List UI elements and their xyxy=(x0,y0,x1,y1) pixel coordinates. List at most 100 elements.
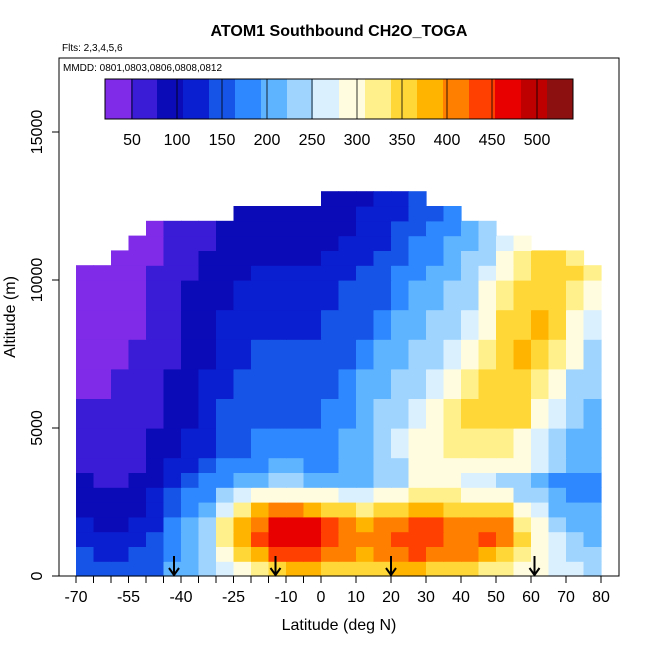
heatmap-cell xyxy=(461,220,480,237)
heatmap-cell xyxy=(531,428,550,459)
heatmap-cell xyxy=(198,531,217,547)
heatmap-cell xyxy=(251,339,270,370)
heatmap-cell xyxy=(391,398,410,429)
heatmap-cell xyxy=(216,561,235,577)
heatmap-cell xyxy=(268,531,287,547)
heatmap-cell xyxy=(391,531,410,547)
heatmap-cell xyxy=(198,428,217,459)
heatmap-cell xyxy=(443,502,462,518)
heatmap-cell xyxy=(391,472,410,488)
heatmap-cell xyxy=(286,531,305,547)
x-tick-label: 0 xyxy=(317,589,326,606)
heatmap-cell xyxy=(338,206,357,222)
heatmap-cell xyxy=(93,457,112,473)
heatmap-cell xyxy=(461,516,480,533)
heatmap-cell xyxy=(286,265,305,281)
heatmap-cell xyxy=(233,398,252,429)
heatmap-cell xyxy=(461,457,480,473)
heatmap-cell xyxy=(566,250,585,266)
heatmap-cell xyxy=(443,398,462,429)
colorbar-tick-label: 350 xyxy=(389,132,416,149)
heatmap-cell xyxy=(303,428,322,459)
heatmap-cell xyxy=(233,235,252,251)
colorbar-tick-label: 50 xyxy=(123,132,141,149)
heatmap-cell xyxy=(146,235,165,251)
heatmap-cell xyxy=(233,250,252,266)
heatmap-cell xyxy=(496,235,515,251)
heatmap-cell xyxy=(111,309,130,340)
heatmap-cell xyxy=(251,516,270,533)
heatmap-cell xyxy=(461,339,480,370)
heatmap-cell xyxy=(478,398,497,429)
flight-marker-arrow xyxy=(269,556,282,577)
heatmap-cell xyxy=(583,472,602,488)
y-tick-label: 5000 xyxy=(29,410,46,446)
colorbar-tick-label: 100 xyxy=(164,132,191,149)
heatmap-cell xyxy=(146,516,165,533)
heatmap-cell xyxy=(566,472,585,488)
heatmap-cell xyxy=(548,280,567,311)
heatmap-cell xyxy=(163,531,182,547)
heatmap-cell xyxy=(76,398,95,429)
heatmap-cell xyxy=(198,502,217,518)
heatmap-cell xyxy=(373,339,392,370)
heatmap-cell xyxy=(286,457,305,473)
heatmap-cell xyxy=(408,516,427,533)
heatmap-cell xyxy=(146,339,165,370)
heatmap-cell xyxy=(496,516,515,533)
heatmap-cell xyxy=(583,339,602,370)
heatmap-cell xyxy=(93,309,112,340)
heatmap-cell xyxy=(548,309,567,340)
colorbar xyxy=(104,78,574,120)
heatmap-cell xyxy=(268,206,287,222)
heatmap-cell xyxy=(461,368,480,399)
heatmap-cell xyxy=(163,502,182,518)
colorbar-swatch xyxy=(391,79,418,119)
heatmap-cell xyxy=(548,457,567,473)
heatmap-cell xyxy=(391,487,410,503)
heatmap-cell xyxy=(426,368,445,399)
x-tick-label: 80 xyxy=(592,589,610,606)
heatmap-cell xyxy=(216,265,235,281)
heatmap-cell xyxy=(93,368,112,399)
colorbar-swatch xyxy=(157,79,184,119)
colorbar-swatch xyxy=(469,79,496,119)
heatmap-cell xyxy=(443,428,462,459)
heatmap-cell xyxy=(111,457,130,473)
colorbar-swatch xyxy=(521,79,548,119)
colorbar-swatch xyxy=(235,79,262,119)
heatmap-cell xyxy=(216,487,235,503)
heatmap-cell xyxy=(128,309,147,340)
heatmap-cell xyxy=(111,368,130,399)
heatmap-cell xyxy=(233,472,252,488)
heatmap-cell xyxy=(216,531,235,547)
heatmap-cell xyxy=(216,428,235,459)
heatmap-cell xyxy=(338,472,357,488)
heatmap-cell xyxy=(338,280,357,311)
heatmap-cell xyxy=(198,546,217,562)
heatmap-cell xyxy=(338,561,357,577)
heatmap-cell xyxy=(566,516,585,533)
heatmap-cell xyxy=(496,487,515,503)
heatmap-cell xyxy=(303,235,322,251)
heatmap-cell xyxy=(181,220,200,237)
heatmap-cell xyxy=(321,368,340,399)
heatmap-cell xyxy=(408,472,427,488)
heatmap-cell xyxy=(373,280,392,311)
heatmap-cell xyxy=(286,339,305,370)
heatmap-cell xyxy=(583,546,602,562)
heatmap-cell xyxy=(531,265,550,281)
heatmap-cell xyxy=(233,487,252,503)
heatmap-cell xyxy=(76,546,95,562)
heatmap-cell xyxy=(268,250,287,266)
heatmap-cell xyxy=(338,339,357,370)
heatmap-cell xyxy=(513,309,532,340)
heatmap-cell xyxy=(251,502,270,518)
heatmap-cell xyxy=(128,398,147,429)
heatmap-cell xyxy=(443,339,462,370)
heatmap-cell xyxy=(338,531,357,547)
heatmap-cell xyxy=(181,309,200,340)
heatmap-cell xyxy=(181,502,200,518)
heatmap-cell xyxy=(111,472,130,488)
heatmap-cell xyxy=(443,220,462,237)
